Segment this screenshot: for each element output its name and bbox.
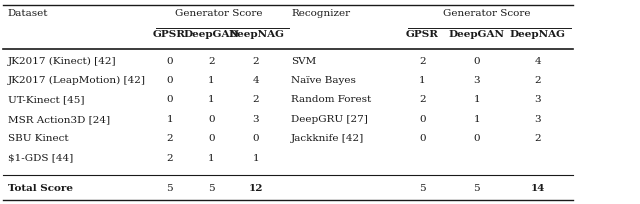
Text: Dataset: Dataset xyxy=(8,9,48,18)
Text: 2: 2 xyxy=(534,76,541,85)
Text: DeepGRU [27]: DeepGRU [27] xyxy=(291,115,368,124)
Text: 4: 4 xyxy=(534,57,541,66)
Text: 1: 1 xyxy=(474,95,480,104)
Text: Generator Score: Generator Score xyxy=(443,9,530,18)
Text: 0: 0 xyxy=(166,76,173,85)
Text: Total Score: Total Score xyxy=(8,184,73,193)
Text: 0: 0 xyxy=(208,134,214,143)
Text: JK2017 (Kinect) [42]: JK2017 (Kinect) [42] xyxy=(8,57,116,66)
Text: DeepGAN: DeepGAN xyxy=(183,30,239,39)
Text: 4: 4 xyxy=(253,76,259,85)
Text: SBU Kinect: SBU Kinect xyxy=(8,134,68,143)
Text: 1: 1 xyxy=(419,76,426,85)
Text: SVM: SVM xyxy=(291,57,316,66)
Text: 3: 3 xyxy=(253,115,259,124)
Text: 2: 2 xyxy=(419,95,426,104)
Text: 2: 2 xyxy=(534,134,541,143)
Text: 1: 1 xyxy=(208,76,214,85)
Text: 5: 5 xyxy=(419,184,426,193)
Text: 0: 0 xyxy=(419,115,426,124)
Text: $1-GDS [44]: $1-GDS [44] xyxy=(8,154,73,163)
Text: MSR Action3D [24]: MSR Action3D [24] xyxy=(8,115,110,124)
Text: 3: 3 xyxy=(474,76,480,85)
Text: 5: 5 xyxy=(474,184,480,193)
Text: JK2017 (LeapMotion) [42]: JK2017 (LeapMotion) [42] xyxy=(8,76,146,85)
Text: 14: 14 xyxy=(531,184,545,193)
Text: 1: 1 xyxy=(166,115,173,124)
Text: Random Forest: Random Forest xyxy=(291,95,371,104)
Text: 0: 0 xyxy=(166,95,173,104)
Text: 0: 0 xyxy=(208,115,214,124)
Text: 1: 1 xyxy=(253,154,259,163)
Text: 2: 2 xyxy=(253,95,259,104)
Text: 0: 0 xyxy=(253,134,259,143)
Text: 0: 0 xyxy=(419,134,426,143)
Text: Generator Score: Generator Score xyxy=(175,9,263,18)
Text: 2: 2 xyxy=(166,134,173,143)
Text: DeepNAG: DeepNAG xyxy=(509,30,566,39)
Text: 2: 2 xyxy=(166,154,173,163)
Text: Jackknife [42]: Jackknife [42] xyxy=(291,134,364,143)
Text: 0: 0 xyxy=(474,57,480,66)
Text: Recognizer: Recognizer xyxy=(291,9,350,18)
Text: DeepGAN: DeepGAN xyxy=(449,30,505,39)
Text: UT-Kinect [45]: UT-Kinect [45] xyxy=(8,95,84,104)
Text: 3: 3 xyxy=(534,95,541,104)
Text: 0: 0 xyxy=(166,57,173,66)
Text: 1: 1 xyxy=(208,95,214,104)
Text: 12: 12 xyxy=(249,184,263,193)
Text: GPSR: GPSR xyxy=(153,30,186,39)
Text: 1: 1 xyxy=(474,115,480,124)
Text: 2: 2 xyxy=(253,57,259,66)
Text: 3: 3 xyxy=(534,115,541,124)
Text: 1: 1 xyxy=(208,154,214,163)
Text: 5: 5 xyxy=(208,184,214,193)
Text: DeepNAG: DeepNAG xyxy=(228,30,284,39)
Text: Naïve Bayes: Naïve Bayes xyxy=(291,76,356,85)
Text: 5: 5 xyxy=(166,184,173,193)
Text: 2: 2 xyxy=(419,57,426,66)
Text: GPSR: GPSR xyxy=(406,30,439,39)
Text: 2: 2 xyxy=(208,57,214,66)
Text: 0: 0 xyxy=(474,134,480,143)
